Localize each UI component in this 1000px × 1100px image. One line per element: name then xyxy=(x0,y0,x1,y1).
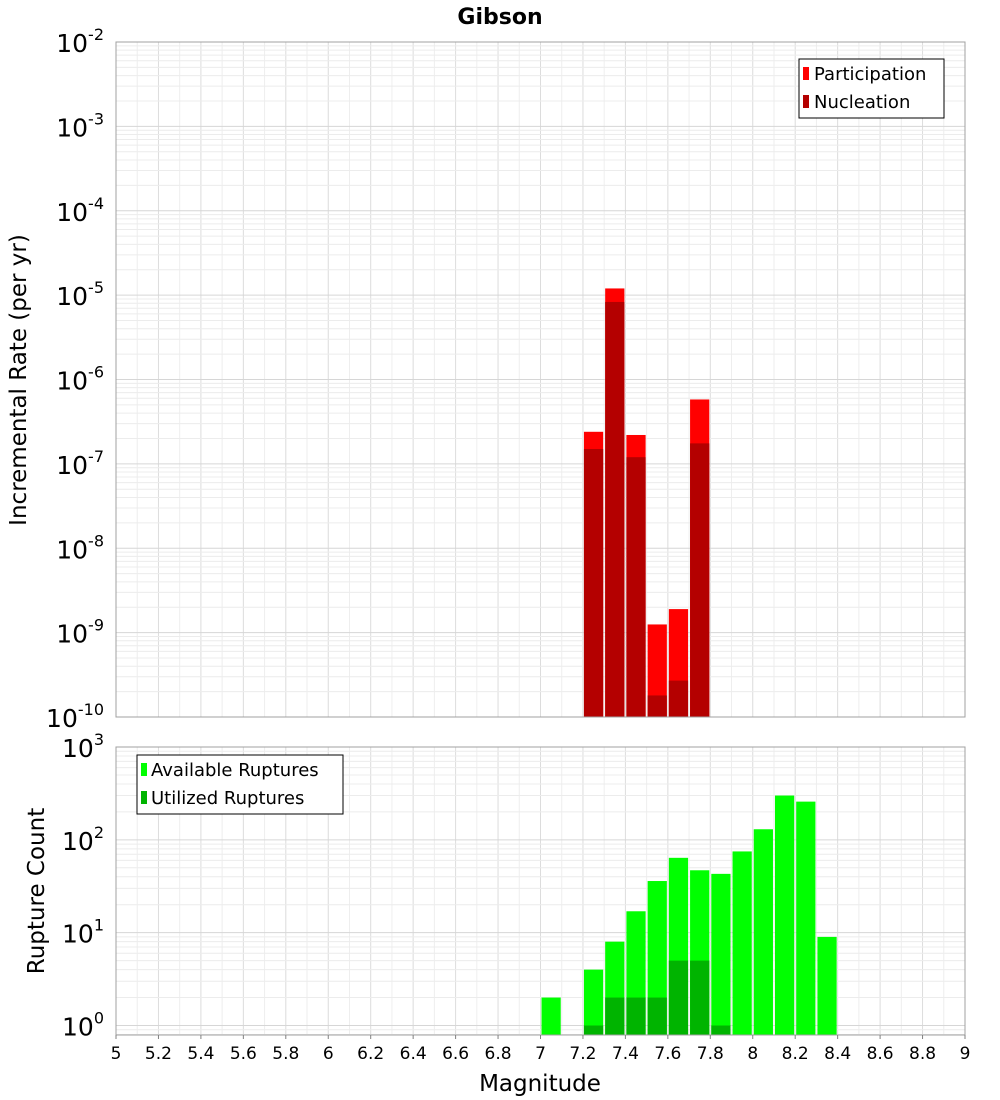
nucleation-bar xyxy=(626,457,646,717)
available-ruptures-bar xyxy=(753,829,773,1035)
count-y-axis-label: Rupture Count xyxy=(24,808,50,974)
nucleation-legend-label: Nucleation xyxy=(814,92,910,113)
rate-grid xyxy=(116,42,965,717)
available-ruptures-bar xyxy=(796,801,816,1035)
participation-bar xyxy=(647,624,667,717)
nucleation-bar xyxy=(605,301,625,717)
nucleation-bar xyxy=(668,680,689,717)
utilized-ruptures-bar xyxy=(626,997,646,1035)
rate-y-tick-label: 10-7 xyxy=(56,447,104,480)
x-tick-label: 5.6 xyxy=(230,1044,257,1064)
x-tick-label: 6.2 xyxy=(357,1044,384,1064)
utilized-legend-swatch xyxy=(141,791,147,804)
rate-panel: 10-2 10-3 10-4 10-5 10-6 10-7 10-8 10-9 10-10 In… xyxy=(6,25,966,733)
count-y-tick-label: 103 xyxy=(62,730,104,763)
available-ruptures-bar xyxy=(647,881,667,1035)
nucleation-bar xyxy=(647,695,667,717)
x-tick-label: 7.8 xyxy=(697,1044,724,1064)
count-bars xyxy=(541,795,837,1035)
rate-y-ticks: 10-2 10-3 10-4 10-5 10-6 10-7 10-8 10-9 10-10 xyxy=(46,25,104,733)
x-tick-label: 8.2 xyxy=(782,1044,809,1064)
rate-bars xyxy=(583,288,710,717)
rate-y-tick-label: 10-9 xyxy=(56,616,104,649)
x-tick-label: 7.4 xyxy=(612,1044,639,1064)
x-tick-label: 7.2 xyxy=(569,1044,596,1064)
x-tick-label: 7.6 xyxy=(654,1044,681,1064)
x-tick-label: 5 xyxy=(111,1044,122,1064)
x-tick-label: 8.8 xyxy=(909,1044,936,1064)
available-ruptures-bar xyxy=(732,851,752,1035)
count-y-tick-label: 102 xyxy=(62,823,104,856)
chart-title: Gibson xyxy=(457,5,542,30)
count-y-tick-label: 101 xyxy=(62,916,104,949)
x-tick-label: 7 xyxy=(535,1044,546,1064)
available-legend-swatch xyxy=(141,763,147,776)
count-panel: 103 102 101 100 5 5.2 5.4 5.6 5.8 6 6.2 6.4 6.6 6.8 7… xyxy=(24,730,970,1097)
rate-y-tick-label: 10-3 xyxy=(56,109,104,142)
rate-y-tick-label: 10-2 xyxy=(56,25,104,58)
rate-y-axis-label: Incremental Rate (per yr) xyxy=(6,234,32,526)
utilized-ruptures-bar xyxy=(583,1025,604,1035)
rate-y-tick-label: 10-5 xyxy=(56,278,104,311)
utilized-ruptures-bar xyxy=(668,960,689,1035)
x-tick-label: 5.8 xyxy=(272,1044,299,1064)
utilized-ruptures-bar xyxy=(647,997,667,1035)
available-ruptures-bar xyxy=(711,873,731,1035)
utilized-ruptures-bar xyxy=(690,960,710,1035)
participation-legend-label: Participation xyxy=(814,64,926,85)
rate-legend-box xyxy=(798,58,945,119)
count-y-ticks: 103 102 101 100 xyxy=(62,730,104,1041)
x-tick-label: 8.6 xyxy=(867,1044,894,1064)
nucleation-bar xyxy=(690,443,710,717)
rate-y-tick-label: 10-6 xyxy=(56,363,104,396)
x-tick-label: 6.6 xyxy=(442,1044,469,1064)
available-ruptures-bar xyxy=(583,969,604,1035)
x-tick-label: 8.4 xyxy=(824,1044,851,1064)
x-tick-label: 5.4 xyxy=(187,1044,214,1064)
rate-plot-border xyxy=(115,41,966,718)
rate-y-tick-label: 10-8 xyxy=(56,531,104,564)
rate-legend: Participation Nucleation xyxy=(798,58,945,119)
nucleation-legend-swatch xyxy=(803,95,809,108)
available-ruptures-bar xyxy=(541,997,561,1035)
participation-legend-swatch xyxy=(803,67,809,80)
utilized-ruptures-bar xyxy=(711,1025,731,1035)
x-axis-label: Magnitude xyxy=(479,1071,601,1097)
count-legend-box xyxy=(136,754,344,815)
nucleation-bar xyxy=(583,449,604,717)
x-tick-label: 9 xyxy=(960,1044,971,1064)
utilized-ruptures-bar xyxy=(605,997,625,1035)
x-tick-label: 6 xyxy=(323,1044,334,1064)
x-tick-label: 8 xyxy=(747,1044,758,1064)
count-x-ticks: 5 5.2 5.4 5.6 5.8 6 6.2 6.4 6.6 6.8 7 7.2 7.4 7.6 7.8 8… xyxy=(111,1035,971,1064)
x-tick-label: 6.8 xyxy=(485,1044,512,1064)
count-y-tick-label: 100 xyxy=(62,1008,104,1041)
x-tick-label: 6.4 xyxy=(400,1044,427,1064)
x-tick-label: 5.2 xyxy=(145,1044,172,1064)
count-legend: Available Ruptures Utilized Ruptures xyxy=(136,754,344,815)
utilized-legend-label: Utilized Ruptures xyxy=(151,788,304,809)
available-ruptures-bar xyxy=(774,795,795,1035)
available-ruptures-bar xyxy=(817,936,837,1035)
rate-y-tick-label: 10-10 xyxy=(46,700,104,733)
rate-y-tick-label: 10-4 xyxy=(56,194,104,227)
available-legend-label: Available Ruptures xyxy=(151,760,319,781)
